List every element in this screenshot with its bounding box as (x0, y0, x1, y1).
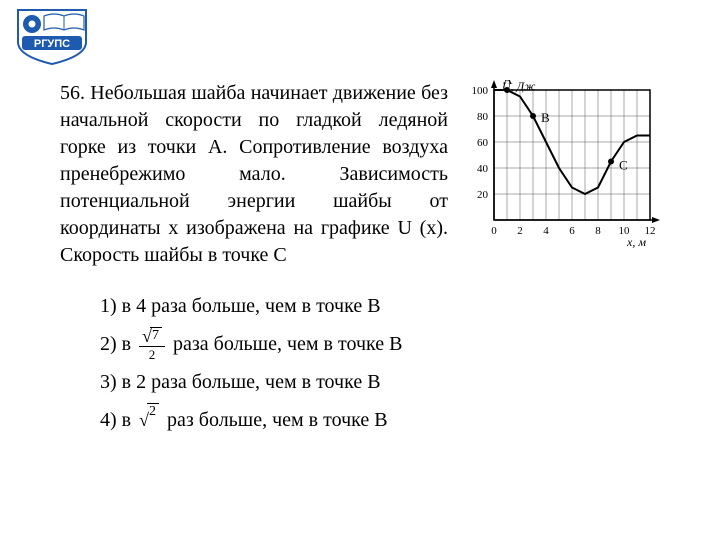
logo: РГУПС (12, 6, 92, 66)
chart: 02468101220406080100x, мU, ДжABC (460, 80, 660, 256)
content: 56. Небольшая шайба начинает движение бе… (60, 80, 660, 439)
answer-1: 1) в 4 раза больше, чем в точке В (100, 287, 660, 325)
svg-text:A: A (503, 80, 513, 87)
svg-text:6: 6 (569, 225, 575, 237)
question-text: Небольшая шайба начинает движение без на… (60, 82, 448, 266)
answers: 1) в 4 раза больше, чем в точке В 2) в 7… (100, 287, 660, 439)
fraction: 7 2 (139, 327, 165, 361)
svg-text:12: 12 (645, 225, 656, 237)
svg-text:4: 4 (543, 225, 549, 237)
question-block: 56. Небольшая шайба начинает движение бе… (60, 80, 448, 269)
question-number: 56. (60, 82, 85, 104)
svg-text:B: B (541, 110, 550, 125)
sqrt-icon: 7 (142, 327, 162, 345)
sqrt-icon: 2 (139, 403, 159, 437)
answer-3: 3) в 2 раза больше, чем в точке В (100, 363, 660, 401)
svg-text:60: 60 (477, 137, 489, 149)
svg-text:20: 20 (477, 189, 489, 201)
svg-text:80: 80 (477, 111, 489, 123)
svg-text:8: 8 (595, 225, 601, 237)
answer-4: 4) в 2 раз больше, чем в точке В (100, 401, 660, 439)
answer-2: 2) в 7 2 раза больше, чем в точке В (100, 325, 660, 363)
svg-text:x, м: x, м (626, 235, 646, 249)
svg-text:100: 100 (472, 85, 489, 97)
svg-text:40: 40 (477, 163, 489, 175)
logo-text: РГУПС (34, 38, 70, 50)
svg-text:0: 0 (491, 225, 497, 237)
svg-text:C: C (619, 158, 628, 173)
svg-text:2: 2 (517, 225, 523, 237)
